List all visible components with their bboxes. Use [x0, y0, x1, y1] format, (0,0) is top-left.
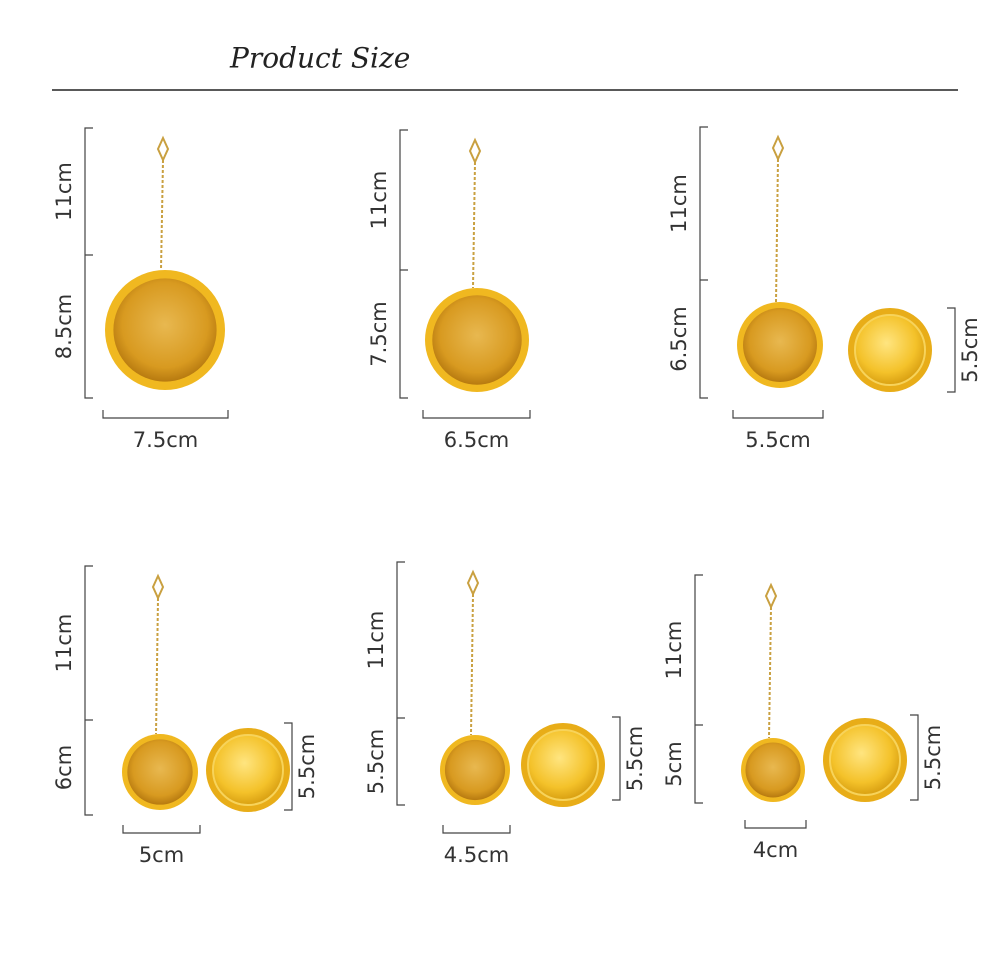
chain [470, 593, 474, 736]
lid-face [854, 314, 926, 386]
size-label: 5.5cm [745, 428, 810, 452]
dimension-bracket [399, 129, 408, 399]
loop [771, 134, 785, 162]
loop [151, 573, 165, 601]
size-label: 4cm [753, 838, 798, 862]
dimension-bracket [910, 714, 919, 801]
size-label: 5.5cm [921, 725, 945, 790]
size-label: 4.5cm [444, 843, 509, 867]
size-label: 6.5cm [667, 306, 691, 371]
lid-face [527, 729, 599, 801]
infuser-mesh [432, 295, 522, 385]
infuser-mesh [127, 739, 193, 805]
size-label: 6cm [52, 745, 76, 790]
size-label: 5.5cm [295, 734, 319, 799]
chain [768, 606, 772, 739]
dimension-bracket [84, 565, 93, 816]
dimension-bracket [732, 410, 824, 419]
chain [472, 161, 476, 289]
dimension-bracket [84, 127, 93, 399]
lid-face [212, 734, 284, 806]
size-label: 5.5cm [623, 726, 647, 791]
size-label: 11cm [52, 162, 76, 221]
size-label: 8.5cm [52, 294, 76, 359]
chain [155, 597, 159, 735]
infuser-mesh [113, 278, 217, 382]
dimension-bracket [102, 410, 229, 419]
dimension-bracket [122, 825, 201, 834]
dimension-bracket [284, 722, 293, 811]
dimension-bracket [694, 574, 703, 804]
loop [466, 569, 480, 597]
infuser-mesh [745, 742, 801, 798]
dimension-bracket [442, 825, 511, 834]
size-label: 5cm [139, 843, 184, 867]
size-label: 11cm [52, 614, 76, 673]
loop [156, 135, 170, 163]
infuser-mesh [743, 308, 817, 382]
infuser-mesh [444, 739, 506, 801]
size-label: 11cm [662, 621, 686, 680]
size-label: 11cm [667, 174, 691, 233]
dimension-bracket [947, 307, 956, 393]
dimension-bracket [744, 820, 807, 829]
size-label: 11cm [367, 171, 391, 230]
size-label: 5cm [662, 741, 686, 786]
size-label: 5.5cm [364, 729, 388, 794]
size-label: 6.5cm [444, 428, 509, 452]
size-label: 5.5cm [958, 317, 982, 382]
dimension-bracket [612, 716, 621, 801]
dimension-bracket [699, 126, 708, 399]
loop [764, 582, 778, 610]
dimension-bracket [422, 410, 531, 419]
size-label: 7.5cm [133, 428, 198, 452]
chain [775, 158, 779, 303]
chain [160, 159, 164, 271]
loop [468, 137, 482, 165]
size-label: 7.5cm [367, 301, 391, 366]
size-label: 11cm [364, 611, 388, 670]
dimension-bracket [396, 561, 405, 806]
title: Product Size [229, 42, 410, 75]
lid-face [829, 724, 901, 796]
